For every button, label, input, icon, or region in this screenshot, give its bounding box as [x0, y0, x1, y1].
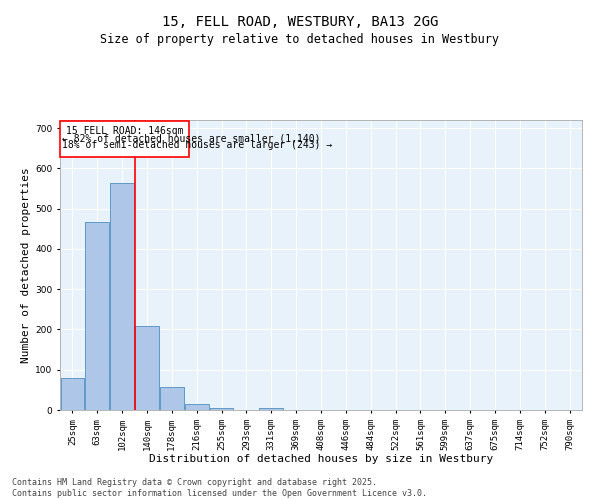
Text: Size of property relative to detached houses in Westbury: Size of property relative to detached ho…	[101, 32, 499, 46]
Bar	[185, 404, 209, 410]
Bar	[110, 183, 134, 410]
Bar	[135, 326, 159, 410]
Bar	[85, 222, 109, 410]
FancyBboxPatch shape	[61, 121, 189, 157]
Text: 18% of semi-detached houses are larger (243) →: 18% of semi-detached houses are larger (…	[62, 140, 333, 150]
Bar	[210, 408, 233, 410]
X-axis label: Distribution of detached houses by size in Westbury: Distribution of detached houses by size …	[149, 454, 493, 464]
Bar	[160, 387, 184, 410]
Bar	[259, 408, 283, 410]
Text: 15, FELL ROAD, WESTBURY, BA13 2GG: 15, FELL ROAD, WESTBURY, BA13 2GG	[162, 15, 438, 29]
Y-axis label: Number of detached properties: Number of detached properties	[21, 167, 31, 363]
Bar	[61, 378, 84, 410]
Text: Contains HM Land Registry data © Crown copyright and database right 2025.
Contai: Contains HM Land Registry data © Crown c…	[12, 478, 427, 498]
Text: ← 82% of detached houses are smaller (1,140): ← 82% of detached houses are smaller (1,…	[62, 134, 321, 143]
Text: 15 FELL ROAD: 146sqm: 15 FELL ROAD: 146sqm	[66, 126, 184, 136]
